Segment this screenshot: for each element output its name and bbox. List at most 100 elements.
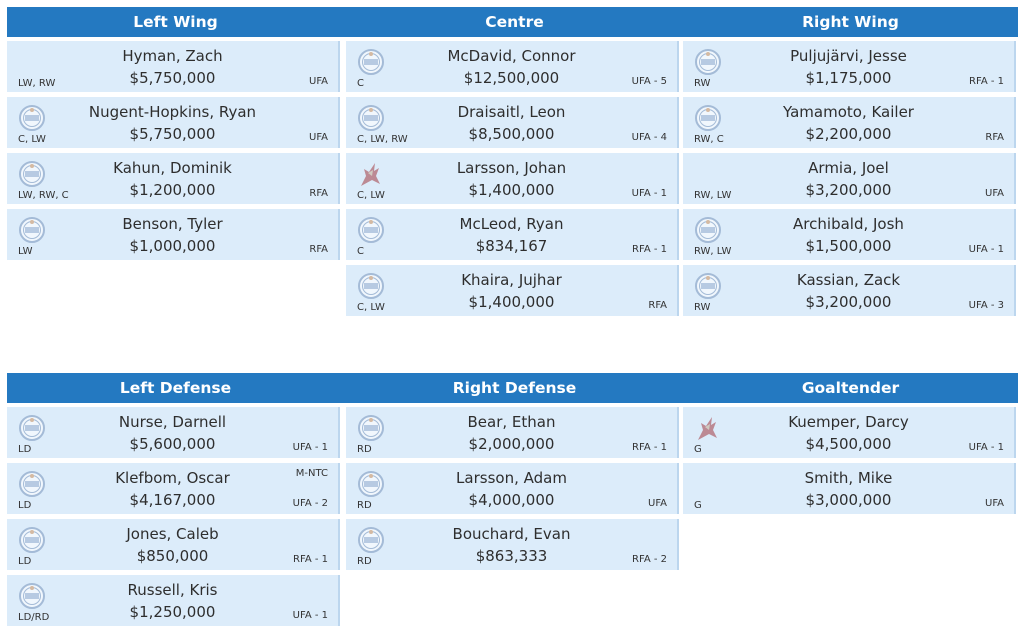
player-name[interactable]: Klefbom, Oscar [115, 469, 230, 487]
player-name[interactable]: Kuemper, Darcy [788, 413, 909, 431]
player-card[interactable]: Klefbom, Oscar $4,167,000 LD UFA - 2 M-NTC [7, 463, 340, 514]
contract-status: UFA - 5 [631, 76, 667, 87]
oilers-logo-icon [358, 470, 384, 498]
player-name[interactable]: Draisaitl, Leon [457, 103, 566, 121]
player-name[interactable]: Kahun, Dominik [113, 159, 232, 177]
oilers-logo-icon [19, 160, 45, 188]
forwards-header-bar: Left Wing Centre Right Wing [7, 7, 1018, 37]
player-name[interactable]: McDavid, Connor [447, 47, 576, 65]
player-salary: $5,750,000 [129, 69, 216, 87]
oilers-logo-icon [695, 48, 721, 76]
player-positions: LD [18, 444, 32, 455]
player-positions: LW, RW [18, 78, 56, 89]
player-name[interactable]: Khaira, Jujhar [461, 271, 562, 289]
player-name[interactable]: Nugent-Hopkins, Ryan [88, 103, 257, 121]
player-salary: $1,500,000 [805, 237, 892, 255]
column-header-right-wing: Right Wing [802, 13, 899, 31]
oilers-logo-icon [358, 272, 384, 300]
player-card[interactable]: Archibald, Josh $1,500,000 RW, LW UFA - 1 [683, 209, 1016, 260]
oilers-logo-icon [358, 526, 384, 554]
player-card[interactable]: Kuemper, Darcy $4,500,000 G UFA - 1 [683, 407, 1016, 458]
player-name[interactable]: Bouchard, Evan [452, 525, 571, 543]
player-positions: C [357, 78, 364, 89]
player-card[interactable]: Draisaitl, Leon $8,500,000 C, LW, RW UFA - … [346, 97, 679, 148]
player-positions: G [694, 500, 702, 511]
player-salary: $4,000,000 [468, 491, 555, 509]
contract-status: RFA [309, 244, 328, 255]
player-card[interactable]: Puljujärvi, Jesse $1,175,000 RW RFA - 1 [683, 41, 1016, 92]
oilers-logo-icon [695, 104, 721, 132]
player-name[interactable]: Armia, Joel [808, 159, 889, 177]
contract-status: RFA [648, 300, 667, 311]
player-positions: LD/RD [18, 612, 50, 623]
player-positions: RD [357, 556, 372, 567]
player-salary: $1,400,000 [468, 293, 555, 311]
player-salary: $3,000,000 [805, 491, 892, 509]
player-card[interactable]: Bouchard, Evan $863,333 RD RFA - 2 [346, 519, 679, 570]
player-card[interactable]: Nurse, Darnell $5,600,000 LD UFA - 1 [7, 407, 340, 458]
player-salary: $2,200,000 [805, 125, 892, 143]
player-card[interactable]: Jones, Caleb $850,000 LD RFA - 1 [7, 519, 340, 570]
player-card[interactable]: McLeod, Ryan $834,167 C RFA - 1 [346, 209, 679, 260]
player-name[interactable]: Russell, Kris [127, 581, 218, 599]
player-card[interactable]: Khaira, Jujhar $1,400,000 C, LW RFA [346, 265, 679, 316]
oilers-logo-icon [19, 104, 45, 132]
player-positions: RD [357, 500, 372, 511]
player-name[interactable]: Archibald, Josh [793, 215, 904, 233]
oilers-logo-icon [19, 470, 45, 498]
player-card[interactable]: Hyman, Zach $5,750,000 LW, RW UFA [7, 41, 340, 92]
contract-status: RFA - 1 [632, 244, 667, 255]
player-positions: RD [357, 444, 372, 455]
player-card[interactable]: Kassian, Zack $3,200,000 RW UFA - 3 [683, 265, 1016, 316]
player-positions: RW, C [694, 134, 724, 145]
player-positions: RW, LW [694, 246, 732, 257]
player-name[interactable]: Puljujärvi, Jesse [790, 47, 907, 65]
coyotes-logo-icon [695, 414, 721, 442]
player-card[interactable]: Nugent-Hopkins, Ryan $5,750,000 C, LW UFA [7, 97, 340, 148]
player-name[interactable]: Larsson, Johan [456, 159, 567, 177]
player-card[interactable]: Yamamoto, Kailer $2,200,000 RW, C RFA [683, 97, 1016, 148]
player-name[interactable]: Yamamoto, Kailer [783, 103, 914, 121]
player-positions: C, LW [357, 302, 385, 313]
player-name[interactable]: Hyman, Zach [122, 47, 223, 65]
player-card[interactable]: Armia, Joel $3,200,000 RW, LW UFA [683, 153, 1016, 204]
player-salary: $3,200,000 [805, 293, 892, 311]
column-header-left-wing: Left Wing [133, 13, 218, 31]
player-card[interactable]: Larsson, Adam $4,000,000 RD UFA [346, 463, 679, 514]
contract-status: RFA - 2 [632, 554, 667, 565]
contract-status: UFA [648, 498, 667, 509]
contract-status: RFA [985, 132, 1004, 143]
player-card[interactable]: McDavid, Connor $12,500,000 C UFA - 5 [346, 41, 679, 92]
player-name[interactable]: Larsson, Adam [456, 469, 567, 487]
contract-status: UFA - 2 [292, 498, 328, 509]
defense-header-bar: Left Defense Right Defense Goaltender [7, 373, 1018, 403]
player-card[interactable]: Kahun, Dominik $1,200,000 LW, RW, C RFA [7, 153, 340, 204]
player-name[interactable]: Kassian, Zack [796, 271, 901, 289]
player-positions: RW [694, 302, 711, 313]
player-card[interactable]: Smith, Mike $3,000,000 G UFA [683, 463, 1016, 514]
player-name[interactable]: Jones, Caleb [126, 525, 219, 543]
player-name[interactable]: Smith, Mike [804, 469, 893, 487]
player-card[interactable]: Larsson, Johan $1,400,000 C, LW UFA - 1 [346, 153, 679, 204]
player-salary: $863,333 [475, 547, 548, 565]
player-salary: $8,500,000 [468, 125, 555, 143]
player-card[interactable]: Bear, Ethan $2,000,000 RD RFA - 1 [346, 407, 679, 458]
contract-status: UFA [309, 132, 328, 143]
player-positions: C, LW, RW [357, 134, 408, 145]
player-name[interactable]: Bear, Ethan [467, 413, 556, 431]
contract-status: UFA - 1 [968, 442, 1004, 453]
contract-status: UFA - 1 [968, 244, 1004, 255]
player-salary: $4,500,000 [805, 435, 892, 453]
player-salary: $1,000,000 [129, 237, 216, 255]
player-salary: $4,167,000 [129, 491, 216, 509]
player-name[interactable]: Benson, Tyler [122, 215, 223, 233]
contract-status: UFA - 1 [292, 610, 328, 621]
coyotes-logo-icon [358, 160, 384, 188]
player-card[interactable]: Russell, Kris $1,250,000 LD/RD UFA - 1 [7, 575, 340, 626]
player-card[interactable]: Benson, Tyler $1,000,000 LW RFA [7, 209, 340, 260]
player-name[interactable]: Nurse, Darnell [118, 413, 227, 431]
player-positions: C, LW [357, 190, 385, 201]
contract-status: UFA - 3 [968, 300, 1004, 311]
player-salary: $5,600,000 [129, 435, 216, 453]
player-name[interactable]: McLeod, Ryan [459, 215, 564, 233]
